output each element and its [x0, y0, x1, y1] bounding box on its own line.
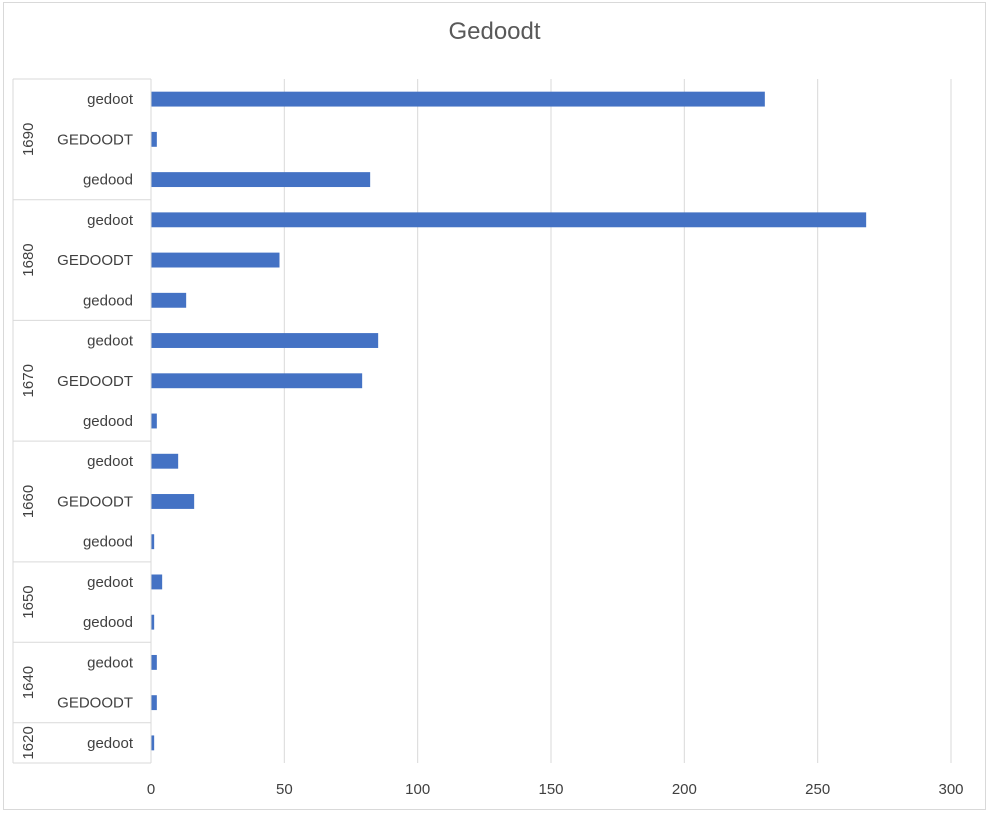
category-axis [12, 78, 152, 764]
bar [151, 212, 867, 228]
bar [151, 292, 187, 308]
bar [151, 91, 765, 107]
category-label: GEDOODT [57, 695, 133, 712]
x-tick-label: 150 [538, 781, 563, 798]
bars [151, 91, 867, 751]
group-label: 1680 [20, 243, 37, 276]
category-label: gedoot [87, 91, 134, 108]
bar [151, 131, 157, 147]
category-label: gedood [83, 534, 133, 551]
x-tick-label: 50 [276, 781, 293, 798]
category-label: gedoot [87, 735, 134, 752]
category-label: GEDOODT [57, 493, 133, 510]
category-label: GEDOODT [57, 252, 133, 269]
axis-labels: 0 50 100 150 200 250 300 1690 gedoot GEDOODT gedoo… [20, 91, 964, 798]
category-label: gedoot [87, 574, 134, 591]
bar [151, 172, 371, 188]
bar [151, 574, 163, 590]
bar [151, 252, 280, 268]
group-label: 1670 [20, 364, 37, 397]
chart-title: Gedoodt [448, 18, 541, 45]
category-label: GEDOODT [57, 373, 133, 390]
chart-frame [3, 2, 986, 810]
bar [151, 695, 157, 711]
x-tick-label: 0 [147, 781, 155, 798]
bar [151, 333, 379, 348]
bar [151, 654, 157, 670]
bar [151, 494, 195, 509]
x-tick-label: 100 [405, 781, 430, 798]
group-label: 1690 [20, 123, 37, 156]
bar [151, 413, 157, 429]
group-label: 1640 [20, 666, 37, 699]
category-label: gedood [83, 413, 133, 430]
group-label: 1650 [20, 585, 37, 618]
bar [151, 453, 179, 469]
category-label: gedoot [87, 453, 134, 470]
x-tick-label: 200 [672, 781, 697, 798]
x-tick-label: 300 [938, 781, 963, 798]
group-label: 1660 [20, 485, 37, 518]
gridlines [150, 79, 952, 763]
category-label: GEDOODT [57, 131, 133, 148]
category-label: gedood [83, 172, 133, 189]
x-tick-label: 250 [805, 781, 830, 798]
bar [151, 534, 155, 550]
category-label: gedood [83, 292, 133, 309]
category-label: gedoot [87, 654, 134, 671]
bar [151, 373, 363, 389]
category-label: gedood [83, 614, 133, 631]
bar [151, 614, 155, 630]
bar [151, 735, 155, 751]
category-label: gedoot [87, 212, 134, 229]
category-label: gedoot [87, 333, 134, 350]
group-label: 1620 [20, 726, 37, 759]
